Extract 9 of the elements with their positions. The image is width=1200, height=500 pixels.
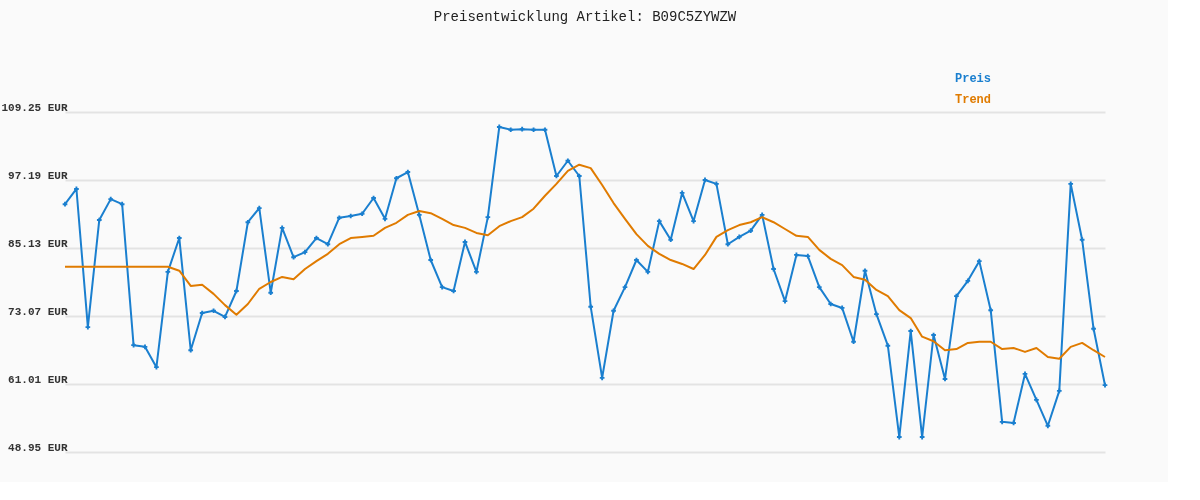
text: Trend	[955, 93, 992, 107]
y-tick-label: 97.19 EUR	[8, 169, 68, 182]
y-tick-label: 61.01 EUR	[8, 373, 68, 386]
y-tick-label: 85.13 EUR	[8, 237, 68, 250]
text: Preis	[955, 72, 992, 86]
chart-title: Preisentwicklung Artikel: B09C5ZYWZW	[433, 9, 737, 25]
y-tick-label: 48.95 EUR	[8, 441, 68, 454]
y-tick-label: 109.25 EUR	[1, 101, 68, 114]
y-tick-label: 73.07 EUR	[8, 305, 68, 318]
